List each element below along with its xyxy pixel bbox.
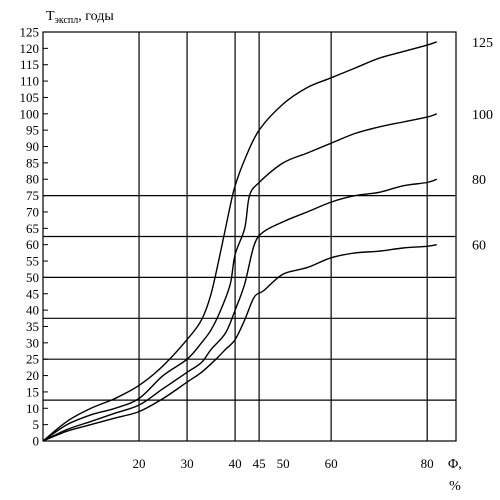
y-tick-label: 105 [20, 90, 40, 105]
x-tick-label: 60 [325, 456, 338, 471]
curve-100 [42, 113, 438, 442]
curve-label-125: 125 [472, 36, 493, 51]
curve-label-80: 80 [472, 173, 486, 188]
y-tick-label: 80 [26, 172, 39, 187]
x-tick-label: 30 [181, 456, 194, 471]
y-tick-label: 50 [26, 270, 39, 285]
x-tick-label: 45 [253, 456, 266, 471]
axis-labels: 125 100 80 60 Tэкспл, годы Φ,% [46, 9, 493, 494]
x-axis-title: Φ, [448, 457, 462, 472]
curve-125 [42, 41, 438, 442]
y-tick-label: 75 [26, 188, 39, 203]
y-tick-label: 90 [26, 139, 39, 154]
y-tick-label: 40 [26, 303, 39, 318]
y-tick-label: 110 [20, 74, 39, 89]
y-tick-label: 85 [26, 155, 39, 170]
y-axis-title-main: T [46, 9, 55, 24]
y-tick-label: 45 [26, 286, 39, 301]
y-tick-label: 65 [26, 221, 39, 236]
x-tick-label: 50 [277, 456, 290, 471]
y-tick-label: 100 [20, 106, 40, 121]
y-tick-label: 20 [26, 368, 39, 383]
x-axis-unit: % [449, 479, 461, 494]
curve-label-100: 100 [472, 108, 493, 123]
y-tick-label: 10 [26, 401, 39, 416]
y-axis-title: Tэкспл, годы [46, 9, 114, 26]
curves [42, 41, 438, 442]
y-tick-label: 30 [26, 335, 39, 350]
x-tick-label: 40 [229, 456, 242, 471]
y-tick-label: 70 [26, 204, 39, 219]
x-tick-label: 80 [421, 456, 434, 471]
y-tick-label: 35 [26, 319, 39, 334]
y-tick-label: 5 [33, 417, 40, 432]
y-tick-label: 15 [26, 384, 39, 399]
curve-label-60: 60 [472, 239, 486, 254]
gridlines [42, 31, 457, 442]
y-tick-label: 0 [33, 434, 40, 449]
y-axis-title-sub: экспл [55, 15, 79, 26]
y-tick-label: 60 [26, 237, 39, 252]
y-tick-label: 115 [20, 57, 39, 72]
y-tick-label: 55 [26, 254, 39, 269]
curve-80 [42, 178, 438, 442]
curve-60 [42, 244, 437, 442]
y-tick-label: 120 [20, 41, 40, 56]
y-tick-label: 125 [20, 25, 40, 40]
tick-labels: 0510152025303540455055606570758085909510… [20, 25, 434, 472]
x-tick-label: 20 [133, 456, 146, 471]
y-tick-label: 25 [26, 352, 39, 367]
y-tick-label: 95 [26, 123, 39, 138]
y-axis-title-rest: , годы [78, 9, 114, 24]
